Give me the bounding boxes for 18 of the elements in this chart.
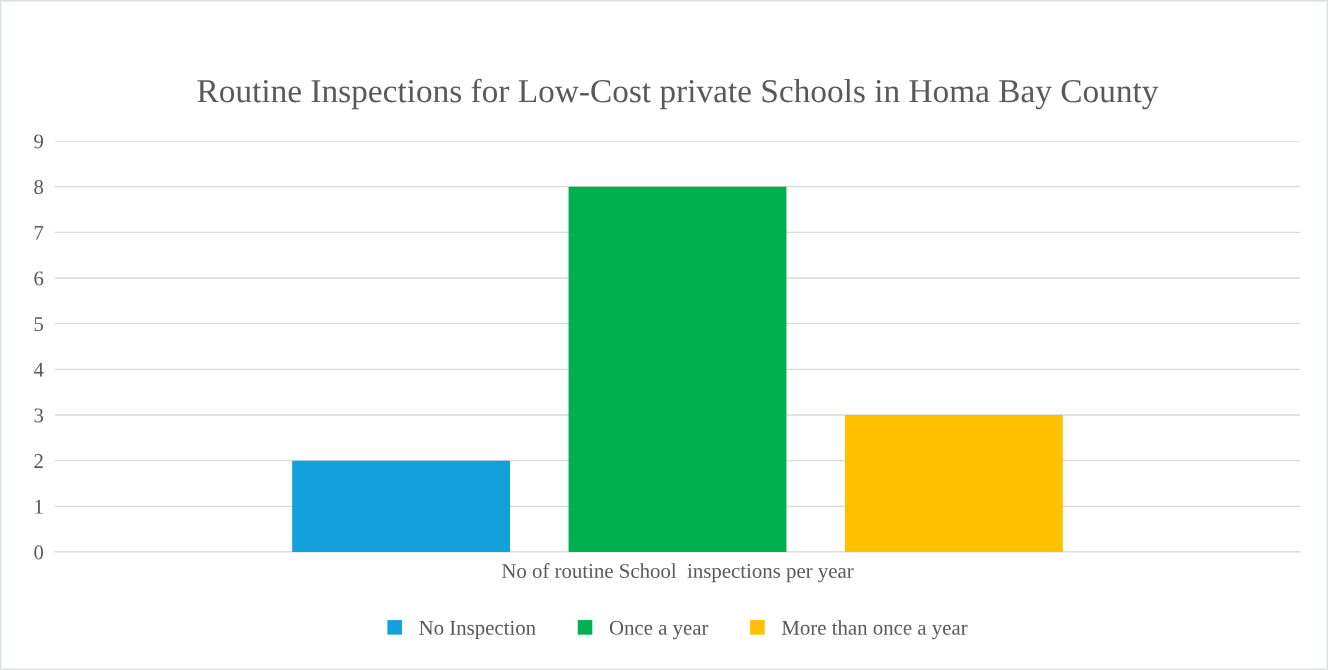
y-tick-label: 5 [34,317,44,332]
bar [844,415,1063,552]
y-tick-label: 3 [34,408,44,423]
bar [292,460,511,552]
x-tick-label: No of routine School inspections per year [501,563,854,583]
y-tick-label: 1 [35,499,43,514]
legend-label: No Inspection [419,620,536,640]
legend-label: More than once a year [781,620,968,640]
y-tick-label: 6 [34,271,44,286]
bar [568,186,787,552]
chart-title: Routine Inspections for Low-Cost private Schools in Homa Bay County [197,78,1159,110]
y-tick-label: 9 [34,134,44,149]
legend-label: Once a year [609,620,709,640]
y-tick-label: 0 [34,545,44,560]
y-tick-label: 4 [33,362,44,377]
y-tick-label: 7 [34,225,44,240]
y-tick-label: 8 [34,180,44,195]
y-tick-label: 2 [34,454,43,468]
